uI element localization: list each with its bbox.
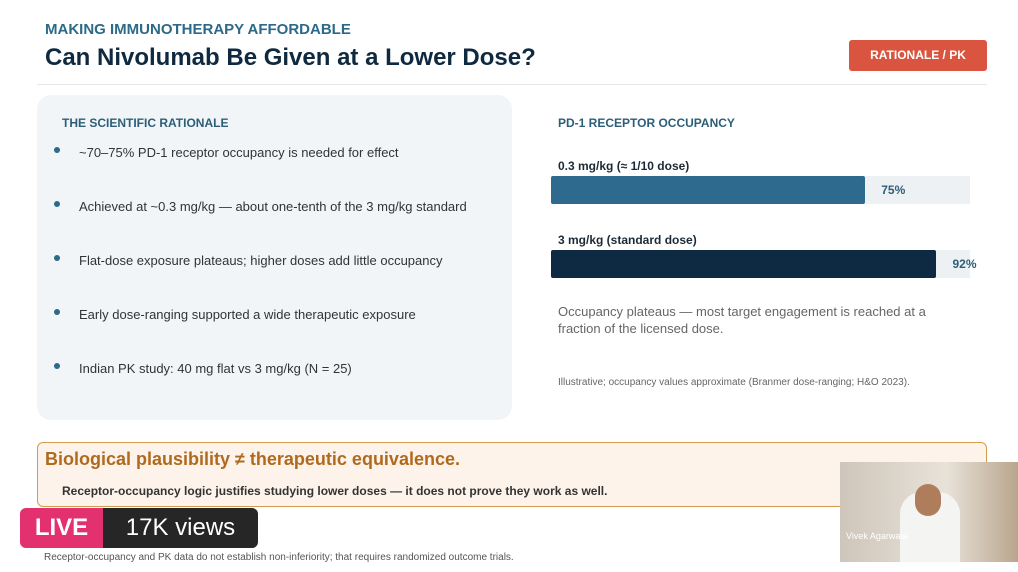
bullet-dot bbox=[54, 363, 60, 369]
bullet-dot bbox=[54, 309, 60, 315]
badge: RATIONALE / PK bbox=[849, 40, 987, 71]
note: Occupancy plateaus — most target engagem… bbox=[558, 304, 926, 336]
live-badge: LIVE bbox=[20, 508, 103, 548]
callout bbox=[37, 442, 987, 507]
webcam: Vivek Agarwala bbox=[840, 462, 1018, 562]
divider bbox=[37, 84, 987, 85]
callout-heading: Biological plausibility ≠ therapeutic eq… bbox=[45, 449, 460, 469]
bar bbox=[551, 176, 866, 204]
speaker-head bbox=[915, 484, 941, 516]
slide-title: Can Nivolumab Be Given at a Lower Dose? bbox=[45, 44, 536, 71]
rationale-panel bbox=[37, 95, 512, 420]
bullet-text: ~70–75% PD-1 receptor occupancy is neede… bbox=[79, 145, 399, 160]
value-label: 75% bbox=[881, 183, 906, 197]
bullet-dot bbox=[54, 255, 60, 261]
kicker: MAKING IMMUNOTHERAPY AFFORDABLE bbox=[45, 21, 351, 38]
bullet-text: Early dose-ranging supported a wide ther… bbox=[79, 307, 416, 322]
callout-text: Receptor-occupancy logic justifies study… bbox=[62, 484, 608, 498]
bullet-text: Flat-dose exposure plateaus; higher dose… bbox=[79, 253, 443, 268]
bullet-text: Indian PK study: 40 mg flat vs 3 mg/kg (… bbox=[79, 361, 352, 376]
speaker-name: Vivek Agarwala bbox=[846, 531, 908, 541]
bullet-text: Achieved at ~0.3 mg/kg — about one-tenth… bbox=[79, 199, 467, 214]
value-label: 92% bbox=[952, 257, 977, 271]
source: Illustrative; occupancy values approxima… bbox=[558, 377, 910, 388]
bar bbox=[551, 250, 937, 278]
occupancy-heading: PD-1 RECEPTOR OCCUPANCY bbox=[558, 116, 735, 130]
bullet-dot bbox=[54, 201, 60, 207]
bar-label: 0.3 mg/kg (≈ 1/10 dose) bbox=[558, 159, 690, 173]
bullet-dot bbox=[54, 147, 60, 153]
view-count: 17K views bbox=[103, 508, 258, 548]
bar-label: 3 mg/kg (standard dose) bbox=[558, 233, 697, 247]
footer: Receptor-occupancy and PK data do not es… bbox=[44, 552, 514, 563]
rationale-heading: THE SCIENTIFIC RATIONALE bbox=[62, 116, 229, 130]
